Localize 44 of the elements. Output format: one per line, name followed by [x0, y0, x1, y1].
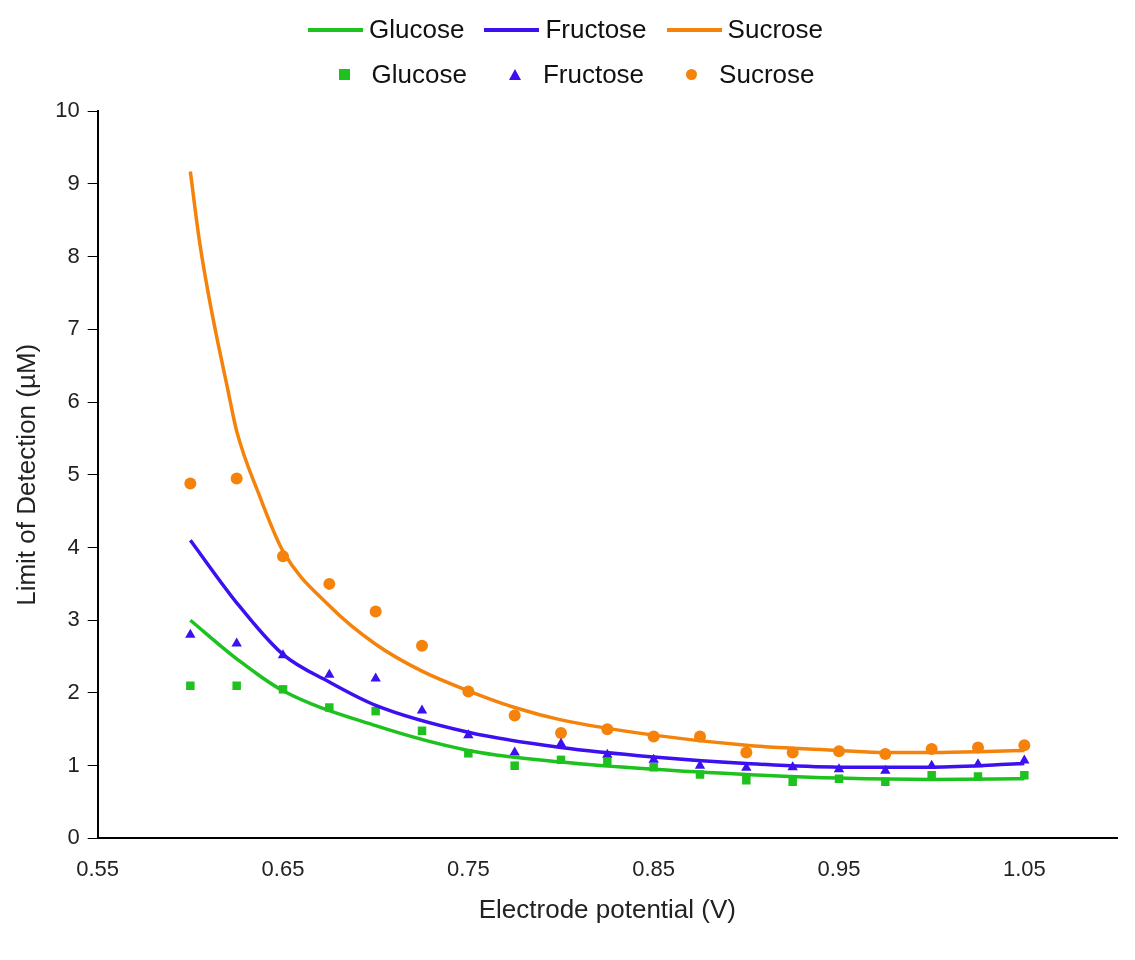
- point: [185, 628, 196, 638]
- y-tick-label: 10: [55, 97, 80, 123]
- legend-label: Sucrose: [727, 14, 823, 45]
- legend-label: Fructose: [542, 59, 645, 90]
- y-tick-label: 0: [67, 824, 80, 850]
- y-tick-label: 9: [67, 169, 80, 195]
- y-tick-label: 1: [67, 751, 80, 777]
- x-tick-label: 0.85: [632, 855, 676, 881]
- point: [788, 777, 797, 786]
- point: [508, 709, 521, 722]
- legend-label: Glucose: [371, 59, 467, 90]
- point: [555, 726, 567, 739]
- x-tick-label: 0.95: [817, 855, 861, 881]
- y-tick-label: 2: [67, 679, 80, 705]
- y-tick-label: 8: [67, 242, 80, 268]
- point: [186, 681, 195, 690]
- x-tick-label: 1.05: [1002, 855, 1046, 881]
- point: [323, 577, 336, 590]
- point: [369, 605, 382, 618]
- x-tick-label: 0.75: [446, 855, 490, 881]
- x-axis-title: Electrode potential (V): [478, 893, 736, 924]
- legend-label: Sucrose: [719, 59, 815, 90]
- y-tick-label: 5: [67, 460, 80, 486]
- point: [510, 761, 519, 770]
- point: [231, 637, 242, 647]
- y-tick-label: 6: [67, 388, 80, 414]
- point: [742, 775, 751, 785]
- point: [740, 746, 753, 759]
- legend-label: Fructose: [545, 14, 647, 45]
- y-tick-label: 4: [67, 533, 80, 559]
- y-tick-label: 3: [67, 606, 80, 632]
- point: [230, 472, 243, 485]
- point: [324, 668, 335, 678]
- x-tick-label: 0.55: [76, 855, 120, 881]
- legend-label: Glucose: [369, 14, 465, 45]
- point: [371, 706, 380, 716]
- point: [1018, 739, 1031, 752]
- point: [416, 704, 428, 714]
- y-tick-label: 7: [67, 315, 80, 341]
- point: [232, 681, 241, 690]
- point: [184, 477, 197, 490]
- y-axis-title: Limit of Detection (µM): [10, 343, 41, 606]
- x-tick-label: 0.65: [261, 855, 305, 881]
- point: [416, 639, 428, 652]
